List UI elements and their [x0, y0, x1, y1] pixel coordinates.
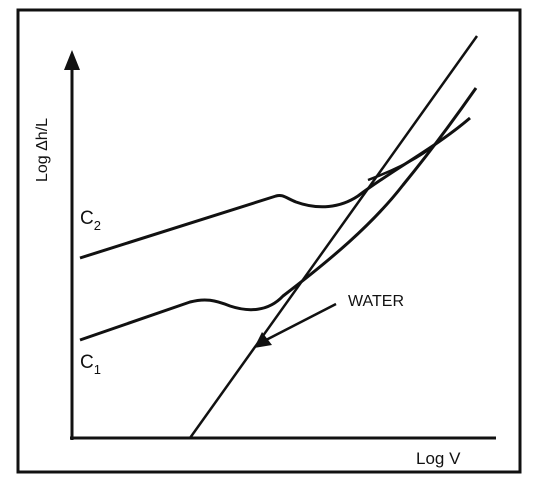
- x-axis-label: Log V: [416, 449, 461, 468]
- series-label-water: WATER: [348, 293, 404, 310]
- series-label-c2: C2: [80, 208, 101, 233]
- series-line-water: [188, 35, 479, 439]
- series-line-c1: [79, 87, 478, 342]
- y-axis-arrowhead: [64, 50, 80, 70]
- series-label-c2-letter: C: [80, 208, 94, 229]
- water-arrowhead: [254, 332, 272, 348]
- series-label-c1-subscript: 1: [94, 362, 101, 377]
- series-label-c1-letter: C: [80, 352, 94, 373]
- chart-frame: [16, 8, 522, 474]
- series-line-c2: [79, 116, 471, 260]
- y-axis-label: Log Δh/L: [34, 118, 51, 182]
- water-arrow-shaft: [265, 302, 337, 342]
- series-label-c1: C1: [80, 352, 101, 377]
- series-label-c2-subscript: 2: [94, 218, 101, 233]
